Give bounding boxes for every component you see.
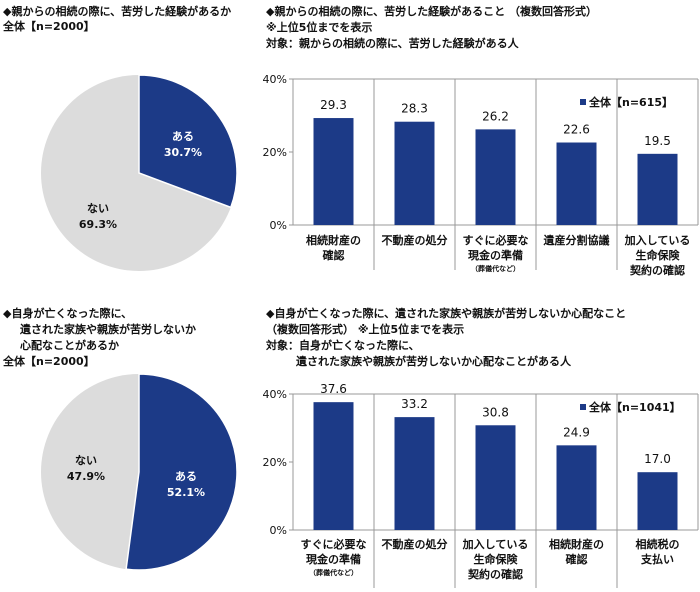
category-label: 遺産分割協議 bbox=[543, 233, 610, 247]
legend-label: 全体【n=1041】 bbox=[588, 400, 681, 414]
y-tick-label: 20% bbox=[263, 456, 287, 469]
bar2-title: ◆自身が亡くなった際に、遺された家族や親族が苦労しないか心配なこと bbox=[266, 307, 627, 320]
category-label: 確認 bbox=[566, 552, 588, 566]
pie-value-yes: 30.7% bbox=[164, 146, 202, 159]
category-label: 現金の準備 bbox=[306, 552, 361, 566]
data-label: 33.2 bbox=[401, 397, 428, 411]
category-label: 相続税の bbox=[636, 537, 680, 551]
bar2-target-2: 遺された家族や親族が苦労しないか心配なことがある人 bbox=[296, 355, 571, 368]
category-label: 加入している bbox=[624, 233, 691, 247]
pie-label-no: ない bbox=[87, 202, 109, 215]
bar1-note: ※上位5位までを表示 bbox=[266, 21, 373, 34]
data-label: 22.6 bbox=[563, 123, 590, 137]
pie2-title-3: 心配なことがあるか bbox=[20, 339, 119, 352]
y-tick-label: 0% bbox=[270, 524, 287, 537]
bar bbox=[475, 129, 516, 225]
y-tick-label: 20% bbox=[263, 146, 287, 159]
pie2-title-2: 遺された家族や親族が苦労しないか bbox=[20, 323, 196, 336]
category-label: 支払い bbox=[640, 552, 674, 566]
pie2-title-1: ◆自身が亡くなった際に、 bbox=[3, 307, 133, 320]
category-label: 契約の確認 bbox=[629, 263, 685, 277]
pie2-base: 全体【n=2000】 bbox=[3, 355, 95, 368]
data-label: 30.8 bbox=[482, 405, 509, 419]
category-label: 相続財産の bbox=[549, 537, 604, 551]
data-label: 17.0 bbox=[644, 452, 671, 466]
pie-slice-yes bbox=[138, 74, 238, 209]
y-tick-label: 40% bbox=[263, 73, 287, 86]
category-label: 契約の確認 bbox=[467, 567, 523, 581]
bar1-target: 対象：親からの相続の際に、苦労した経験がある人 bbox=[266, 37, 519, 50]
category-label: すぐに必要な bbox=[301, 537, 367, 551]
category-label: 確認 bbox=[323, 248, 345, 262]
pie-label-yes: ある bbox=[175, 470, 197, 483]
bar bbox=[556, 445, 597, 530]
category-label: （葬儀代など） bbox=[309, 568, 358, 577]
bar2-target-1: 対象：自身が亡くなった際に、 bbox=[266, 339, 420, 352]
pie-slice-yes bbox=[125, 373, 238, 571]
pie1-title: ◆親からの相続の際に、苦労した経験があるか bbox=[3, 5, 232, 18]
y-tick-label: 40% bbox=[263, 388, 287, 401]
pie-label-no: ない bbox=[75, 454, 97, 467]
pie1-base: 全体【n=2000】 bbox=[3, 20, 95, 33]
bar bbox=[313, 402, 354, 530]
bar bbox=[637, 153, 678, 225]
legend-label: 全体【n=615】 bbox=[588, 95, 673, 109]
legend-swatch bbox=[580, 404, 586, 410]
pie-value-no: 47.9% bbox=[67, 470, 105, 483]
pie-value-no: 69.3% bbox=[79, 218, 117, 231]
category-label: 不動産の処分 bbox=[382, 537, 448, 551]
data-label: 24.9 bbox=[563, 425, 590, 439]
data-label: 28.3 bbox=[401, 102, 428, 116]
bar bbox=[475, 425, 516, 530]
category-label: 生命保険 bbox=[636, 248, 681, 262]
data-label: 26.2 bbox=[482, 109, 509, 123]
category-label: 生命保険 bbox=[474, 552, 519, 566]
y-tick-label: 0% bbox=[270, 219, 287, 232]
category-label: 加入している bbox=[462, 537, 529, 551]
bar bbox=[394, 417, 435, 530]
category-label: 現金の準備 bbox=[468, 248, 523, 262]
bar2-note: （複数回答形式） ※上位5位までを表示 bbox=[266, 323, 465, 336]
bar bbox=[556, 142, 597, 225]
bar bbox=[637, 472, 678, 530]
data-label: 29.3 bbox=[320, 98, 347, 112]
bar bbox=[313, 118, 354, 225]
pie-label-yes: ある bbox=[172, 130, 194, 143]
data-label: 19.5 bbox=[644, 134, 671, 148]
data-label: 37.6 bbox=[320, 382, 347, 396]
bar bbox=[394, 121, 435, 225]
category-label: （葬儀代など） bbox=[471, 264, 520, 273]
category-label: 相続財産の bbox=[306, 233, 361, 247]
pie-value-yes: 52.1% bbox=[167, 486, 205, 499]
bar1-title: ◆親からの相続の際に、苦労した経験があること （複数回答形式） bbox=[266, 5, 597, 18]
category-label: すぐに必要な bbox=[463, 233, 529, 247]
legend-swatch bbox=[580, 99, 586, 105]
category-label: 不動産の処分 bbox=[382, 233, 448, 247]
